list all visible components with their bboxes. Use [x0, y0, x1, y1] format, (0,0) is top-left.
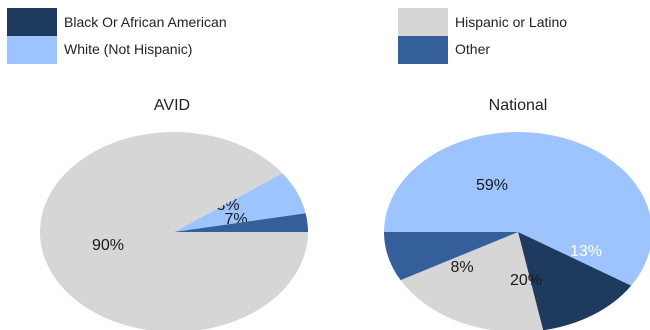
pie-label-8pct: 8%	[450, 259, 473, 276]
pie-slice-white-not-hispanic	[384, 131, 650, 286]
legend-swatch-hispanic	[398, 8, 448, 36]
pie-slice-black-or-african-american	[518, 232, 632, 330]
pie-slice-hispanic-or-latino	[400, 232, 544, 330]
pie-avid: 7%3%90%	[40, 132, 308, 330]
pie-slice-hispanic-or-latino	[40, 132, 308, 330]
legend-label-hispanic: Hispanic or Latino	[455, 14, 567, 30]
legend-item-hispanic: Hispanic or Latino	[398, 8, 567, 36]
pie-slice-other	[174, 213, 308, 232]
chart-title-national: National	[489, 97, 548, 114]
legend-label-white: White (Not Hispanic)	[64, 41, 192, 57]
legend-item-white: White (Not Hispanic)	[7, 36, 192, 64]
legend-swatch-other	[398, 36, 448, 64]
pie-national: 59% 13% 20% 8%	[384, 131, 650, 330]
chart-title-avid: AVID	[154, 97, 190, 114]
pie-label-13pct: 13%	[570, 243, 602, 260]
legend-item-other: Other	[398, 36, 490, 64]
legend-swatch-white	[7, 36, 57, 64]
pie-label-20pct: 20%	[510, 272, 542, 289]
pie-label-90pct: 90%	[92, 237, 124, 254]
legend-swatch-black	[7, 8, 57, 36]
legend-label-black: Black Or African American	[64, 14, 227, 30]
legend: Black Or African American White (Not His…	[7, 8, 567, 64]
pie-slice-other	[384, 232, 518, 281]
legend-item-black: Black Or African American	[7, 8, 227, 36]
pie-label-59pct: 59%	[476, 177, 508, 194]
legend-label-other: Other	[455, 41, 490, 57]
pie-slice-white-not-hispanic	[174, 173, 306, 232]
